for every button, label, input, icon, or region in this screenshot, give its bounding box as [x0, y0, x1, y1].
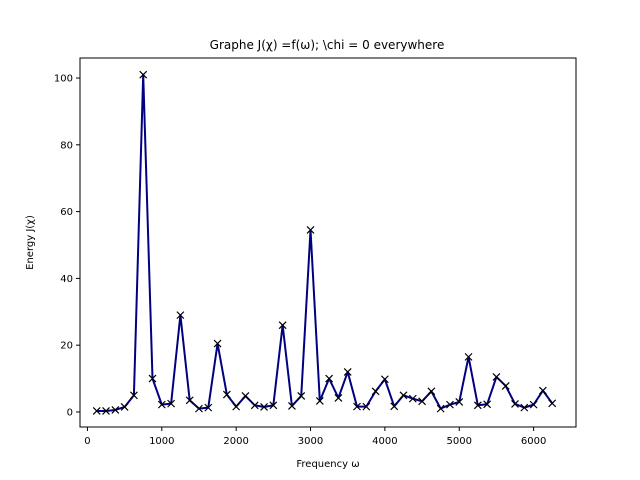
data-point-marker [538, 386, 547, 395]
data-point-marker [92, 407, 101, 415]
data-point-marker [408, 394, 417, 403]
data-point-marker [436, 404, 445, 413]
x-axis-label: Frequency ω [296, 459, 359, 470]
data-point-marker [501, 382, 510, 390]
data-point-marker [371, 387, 380, 396]
y-tick-label: 40 [60, 274, 73, 285]
x-tick-label: 5000 [447, 436, 472, 447]
data-point-marker [129, 391, 138, 400]
data-point-marker [213, 339, 222, 348]
data-point-marker [362, 402, 371, 411]
data-point-marker [195, 404, 203, 413]
y-tick-label: 0 [67, 407, 73, 418]
data-point-marker [111, 406, 120, 414]
data-point-marker [148, 374, 157, 383]
y-axis-label: Energy J(χ) [25, 215, 36, 270]
data-point-marker [427, 387, 436, 396]
data-point-marker [185, 396, 194, 405]
data-point-marker [232, 402, 241, 411]
data-point-marker [520, 403, 529, 412]
y-tick-label: 20 [60, 341, 73, 352]
data-point-marker [241, 392, 250, 400]
plot-frame [79, 57, 577, 428]
series-line [96, 73, 554, 412]
data-point-marker [278, 321, 287, 330]
data-point-marker [102, 407, 110, 415]
data-point-marker [483, 400, 492, 409]
y-tick-label: 100 [54, 74, 73, 85]
data-point-marker [120, 403, 129, 411]
data-point-marker [288, 402, 296, 410]
x-axis: 0 1000 2000 3000 4000 5000 6000 [84, 427, 546, 447]
data-point-marker [334, 394, 343, 402]
data-point-marker [390, 402, 399, 411]
x-tick-label: 3000 [298, 436, 323, 447]
y-axis: 0 20 40 60 80 100 [54, 74, 80, 418]
data-point-marker [139, 70, 148, 79]
data-point-marker [222, 390, 231, 399]
data-point-marker [325, 374, 334, 383]
data-point-marker [464, 352, 473, 361]
chart-title: Graphe J(χ) =f(ω); \chi = 0 everywhere [210, 38, 445, 52]
data-point-marker [446, 400, 454, 409]
data-point-marker [204, 403, 213, 412]
data-point-marker [380, 375, 389, 384]
data-point-marker [250, 401, 259, 410]
data-point-marker [269, 401, 278, 410]
data-point-marker [315, 397, 324, 405]
data-point-marker [157, 400, 166, 409]
x-tick-label: 6000 [521, 436, 546, 447]
y-tick-label: 80 [60, 140, 73, 151]
data-point-marker [548, 399, 557, 408]
data-point-marker [297, 392, 306, 400]
series-layer [92, 70, 557, 415]
data-point-marker [167, 399, 176, 408]
x-tick-label: 4000 [372, 436, 397, 447]
data-point-marker [511, 400, 519, 408]
y-tick-label: 60 [60, 207, 73, 218]
data-point-marker [306, 226, 315, 234]
x-tick-label: 0 [84, 436, 90, 447]
data-point-marker [455, 398, 464, 406]
data-point-marker [260, 403, 268, 411]
x-tick-label: 1000 [149, 436, 174, 447]
data-point-marker [492, 372, 501, 381]
data-point-marker [343, 367, 352, 376]
data-point-marker [353, 402, 361, 411]
data-point-marker [473, 401, 482, 410]
data-point-marker [418, 397, 426, 406]
data-point-marker [399, 391, 408, 400]
data-point-marker [529, 400, 538, 409]
data-point-marker [176, 311, 185, 320]
x-tick-label: 2000 [223, 436, 248, 447]
